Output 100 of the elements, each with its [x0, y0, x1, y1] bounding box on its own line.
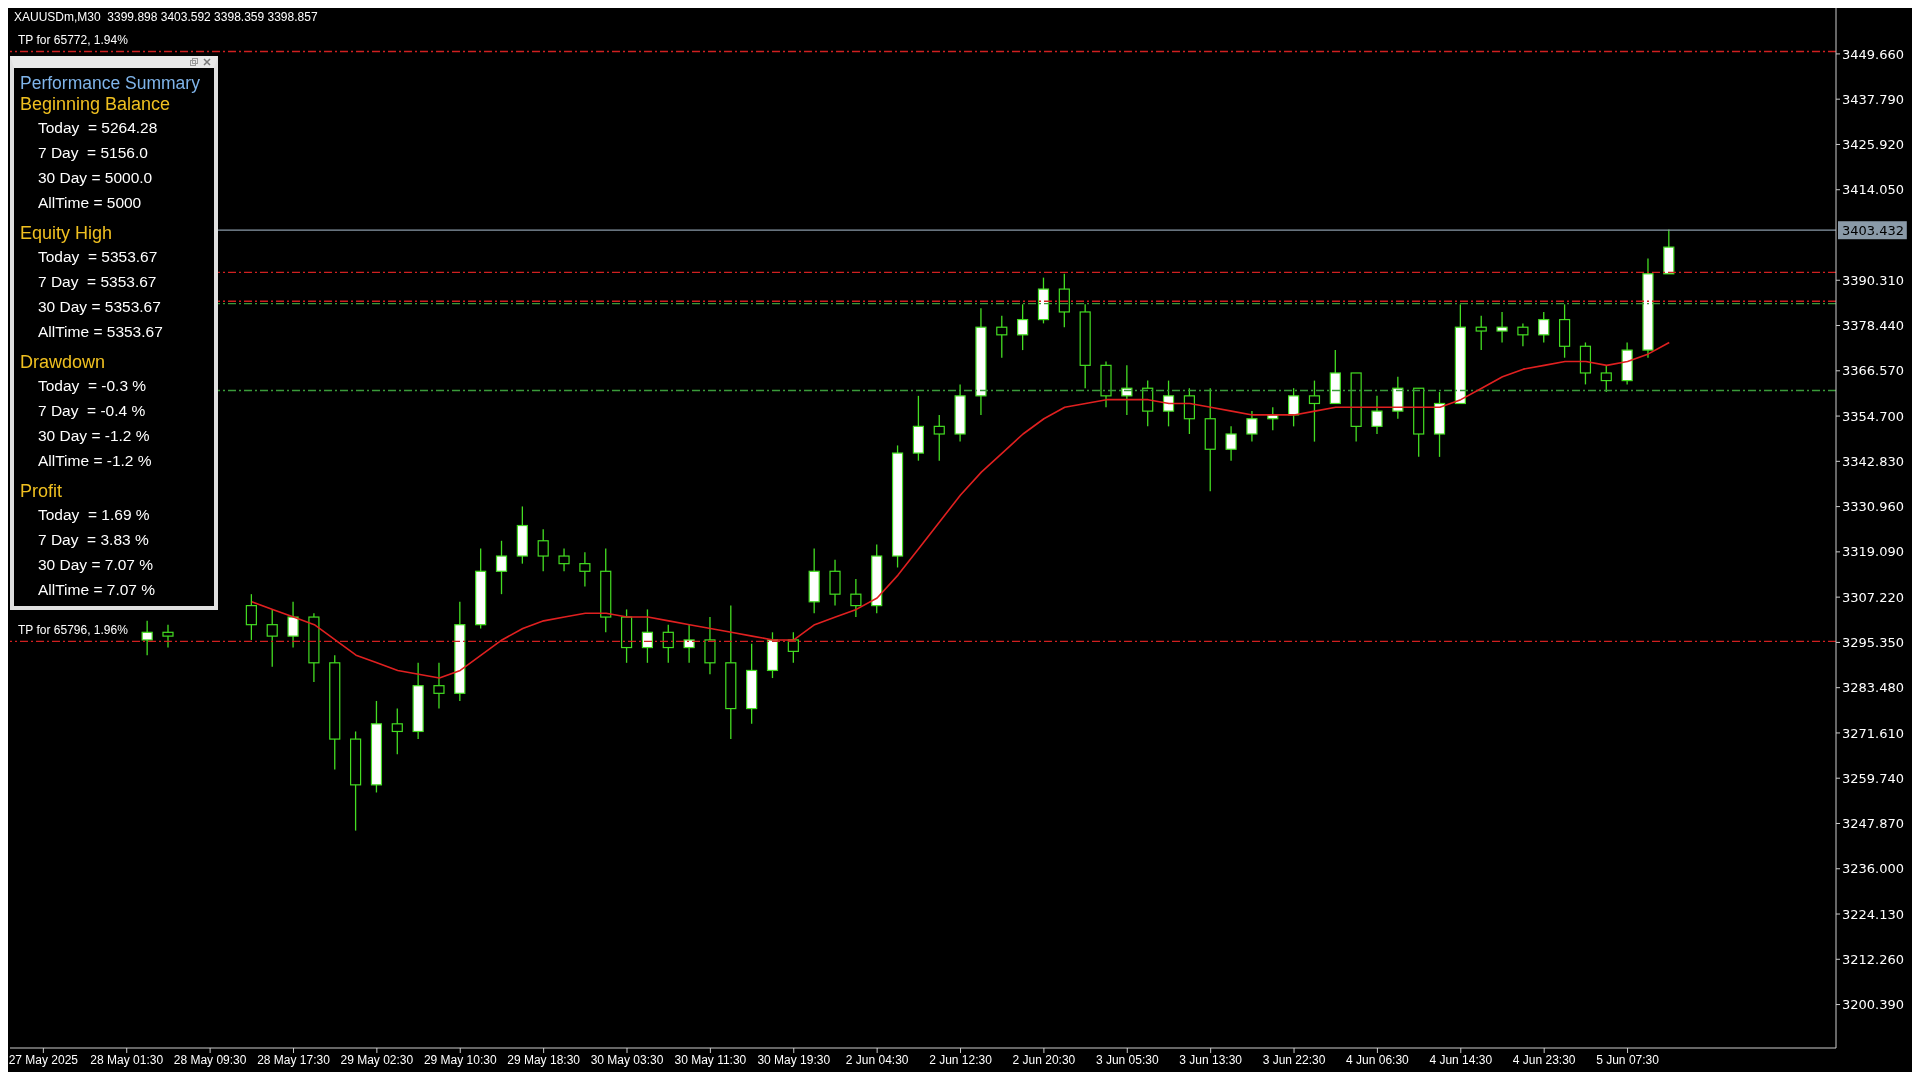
x-tick-label: 4 Jun 14:30	[1429, 1052, 1493, 1067]
annotation: 30 Day = -1.2 %	[37, 426, 151, 446]
annotation: 7 Day = 5353.67	[37, 272, 158, 292]
x-tick-label: 3 Jun 13:30	[1179, 1052, 1243, 1067]
candlestick	[996, 315, 1008, 359]
annotation: AllTime = 5000	[37, 193, 143, 213]
candlestick	[287, 601, 299, 649]
y-tick-label: 3283.480	[1842, 680, 1905, 696]
y-tick-label: 3224.130	[1842, 906, 1905, 922]
candlestick	[704, 616, 716, 675]
text: Performance Summary	[19, 72, 201, 94]
candlestick	[537, 528, 549, 572]
y-tick-label: 3449.660	[1842, 46, 1905, 62]
y-tick-label: 3425.920	[1842, 137, 1905, 153]
candlestick	[641, 608, 654, 664]
candlestick	[558, 547, 570, 572]
x-tick-label: 3 Jun 22:30	[1262, 1052, 1326, 1067]
candlestick	[579, 551, 591, 588]
candlestick	[1517, 322, 1529, 347]
annotation: 7 Day = -0.4 %	[37, 401, 147, 421]
annotation: Profit	[19, 481, 63, 502]
candlestick	[495, 540, 508, 595]
candlestick	[266, 608, 278, 668]
y-tick-label: 3342.830	[1842, 453, 1905, 469]
ref-line-label: TP for 65772, 1.94%	[18, 33, 128, 48]
candlestick	[245, 593, 257, 641]
annotation: Drawdown	[19, 352, 107, 373]
ref-line-label: 3403.432	[1842, 223, 1905, 239]
candlestick	[662, 624, 674, 664]
x-tick-label: 28 May 09:30	[173, 1052, 247, 1067]
candlestick	[162, 624, 174, 649]
candlestick	[850, 578, 862, 618]
y-tick-label: 3212.260	[1842, 951, 1905, 967]
candlestick	[1496, 311, 1508, 344]
annotation: Today = -0.3 %	[37, 376, 148, 396]
candlestick	[1142, 379, 1154, 428]
candlestick	[1017, 303, 1029, 351]
candlestick	[1371, 395, 1383, 435]
y-tick-label: 3236.000	[1842, 861, 1905, 877]
annotation: 30 Day = 5000.0	[37, 168, 154, 188]
x-tick-label: 4 Jun 06:30	[1346, 1052, 1410, 1067]
x-tick-label: 5 Jun 07:30	[1596, 1052, 1660, 1067]
y-tick-label: 3307.220	[1842, 589, 1905, 605]
candlestick	[1246, 410, 1258, 443]
y-tick-label: 3354.700	[1842, 408, 1905, 424]
annotation: Beginning Balance	[19, 94, 172, 115]
annotation: Today = 1.69 %	[37, 505, 151, 525]
x-tick-label: 27 May 2025	[8, 1052, 79, 1067]
y-tick-label: 3295.350	[1842, 635, 1905, 651]
candlestick	[391, 707, 403, 755]
candlestick	[1538, 311, 1550, 344]
chart-title: XAUUSDm,M30 3399.898 3403.592 3398.359 3398.857	[14, 10, 318, 24]
annotation: Today = 5264.28	[37, 118, 159, 138]
x-tick-label: 3 Jun 05:30	[1095, 1052, 1159, 1067]
annotation: 30 Day = 5353.67	[37, 297, 162, 317]
x-tick-label: 4 Jun 23:30	[1512, 1052, 1576, 1067]
x-tick-label: 30 May 03:30	[590, 1052, 664, 1067]
candlestick	[933, 414, 945, 462]
annotation: 30 Day = 7.07 %	[37, 555, 155, 575]
y-tick-label: 3390.310	[1842, 272, 1905, 288]
x-tick-label: 2 Jun 04:30	[845, 1052, 909, 1067]
y-tick-label: 3200.390	[1842, 997, 1905, 1013]
candlestick	[1121, 364, 1133, 416]
candlestick	[433, 662, 445, 710]
line-series	[251, 341, 1671, 679]
y-tick-label: 3414.050	[1842, 182, 1905, 198]
candlestick	[1475, 315, 1487, 351]
candlestick	[1183, 387, 1195, 435]
x-tick-label: 29 May 18:30	[507, 1052, 581, 1067]
x-tick-label: 30 May 11:30	[674, 1052, 747, 1067]
candlestick	[1288, 387, 1300, 428]
y-tick-label: 3378.440	[1842, 318, 1905, 334]
x-tick-label: 28 May 17:30	[257, 1052, 331, 1067]
x-tick-label: 2 Jun 20:30	[1012, 1052, 1076, 1067]
x-tick-label: 28 May 01:30	[90, 1052, 164, 1067]
y-tick-label: 3437.790	[1842, 91, 1905, 107]
annotation: Equity High	[19, 223, 114, 244]
annotation: 7 Day = 3.83 %	[37, 530, 150, 550]
y-tick-label: 3319.090	[1842, 544, 1905, 560]
annotation: AllTime = -1.2 %	[37, 451, 153, 471]
annotation: Today = 5353.67	[37, 247, 159, 267]
candlestick	[683, 624, 695, 664]
candlestick	[829, 559, 841, 607]
candlestick	[141, 620, 153, 656]
annotation: AllTime = 7.07 %	[37, 580, 156, 600]
candlestick	[1308, 379, 1321, 443]
annotation: 7 Day = 5156.0	[37, 143, 149, 163]
candlestick	[1600, 364, 1612, 393]
y-tick-label: 3247.870	[1842, 816, 1905, 832]
x-tick-label: 2 Jun 12:30	[929, 1052, 993, 1067]
y-tick-label: 3330.960	[1842, 499, 1905, 515]
y-tick-label: 3271.610	[1842, 725, 1905, 741]
y-tick-label: 3259.740	[1842, 770, 1905, 786]
annotation: AllTime = 5353.67	[37, 322, 164, 342]
y-tick-label: 3366.570	[1842, 363, 1905, 379]
candlestick	[1162, 379, 1175, 428]
candlestick	[1225, 425, 1237, 462]
x-tick-label: 30 May 19:30	[757, 1052, 831, 1067]
x-tick-label: 29 May 10:30	[423, 1052, 497, 1067]
candlestick	[1058, 273, 1070, 328]
